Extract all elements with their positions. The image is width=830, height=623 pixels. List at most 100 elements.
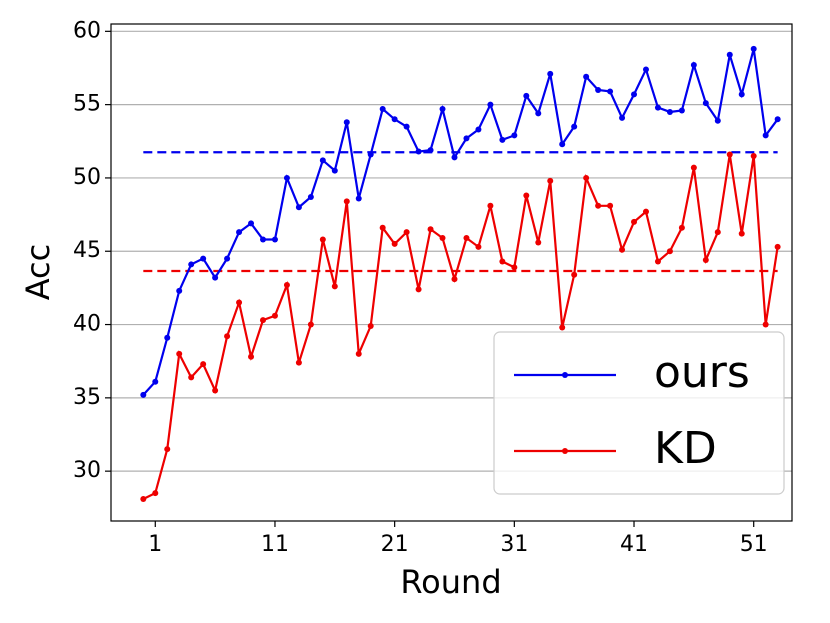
data-point xyxy=(212,274,219,281)
data-point xyxy=(307,321,314,328)
data-point xyxy=(403,123,410,130)
data-point xyxy=(595,202,602,209)
data-point xyxy=(200,255,207,262)
data-point xyxy=(259,317,266,324)
data-point xyxy=(511,132,518,139)
data-point xyxy=(152,490,159,497)
data-point xyxy=(499,258,506,265)
data-point xyxy=(774,243,781,250)
data-point xyxy=(726,51,733,58)
data-point xyxy=(642,66,649,73)
data-point xyxy=(631,91,638,98)
data-point xyxy=(583,73,590,80)
data-point xyxy=(547,70,554,77)
x-tick-label: 41 xyxy=(620,532,648,557)
data-point xyxy=(415,286,422,293)
data-point xyxy=(343,198,350,205)
data-point xyxy=(331,167,338,174)
data-point xyxy=(164,446,171,453)
x-tick-label: 31 xyxy=(500,532,528,557)
y-tick-label: 40 xyxy=(73,312,101,337)
data-point xyxy=(319,157,326,164)
data-point xyxy=(439,106,446,113)
data-point xyxy=(535,110,542,117)
data-point xyxy=(415,148,422,155)
data-point xyxy=(654,258,661,265)
y-tick-label: 50 xyxy=(73,165,101,190)
x-tick-label: 51 xyxy=(740,532,768,557)
data-point xyxy=(403,229,410,236)
data-point xyxy=(738,91,745,98)
legend-label: ours xyxy=(654,347,750,398)
data-point xyxy=(343,119,350,126)
data-point xyxy=(714,117,721,124)
data-point xyxy=(523,92,530,99)
data-point xyxy=(535,239,542,246)
data-point xyxy=(379,224,386,231)
data-point xyxy=(666,108,673,115)
data-point xyxy=(678,107,685,114)
data-point xyxy=(283,174,290,181)
data-point xyxy=(188,261,195,268)
data-point xyxy=(331,283,338,290)
data-point xyxy=(571,123,578,130)
data-point xyxy=(463,135,470,142)
data-point xyxy=(248,220,255,227)
data-point xyxy=(307,193,314,200)
data-point xyxy=(511,264,518,271)
data-point xyxy=(607,88,614,95)
data-point xyxy=(391,240,398,247)
data-point xyxy=(295,204,302,211)
data-point xyxy=(295,359,302,366)
data-point xyxy=(750,45,757,52)
data-point xyxy=(200,361,207,368)
data-point xyxy=(619,114,626,121)
data-point xyxy=(176,350,183,357)
plot-frame xyxy=(110,23,793,522)
data-point xyxy=(595,86,602,93)
y-tick-label: 30 xyxy=(73,458,101,483)
data-point xyxy=(475,126,482,133)
data-point xyxy=(140,391,147,398)
data-point xyxy=(487,202,494,209)
data-point xyxy=(140,496,147,503)
data-point xyxy=(271,312,278,319)
data-point xyxy=(619,246,626,253)
data-point xyxy=(559,141,566,148)
legend-marker xyxy=(562,448,568,454)
data-point xyxy=(283,281,290,288)
y-tick-label: 45 xyxy=(73,238,101,263)
legend-label: KD xyxy=(654,423,717,474)
data-point xyxy=(236,299,243,306)
data-point xyxy=(607,202,614,209)
data-point xyxy=(176,287,183,294)
data-point xyxy=(631,218,638,225)
data-point xyxy=(367,151,374,158)
data-point xyxy=(642,208,649,215)
data-point xyxy=(666,248,673,255)
data-point xyxy=(236,229,243,236)
data-point xyxy=(559,324,566,331)
y-axis-label: Acc xyxy=(19,244,57,301)
data-point xyxy=(391,116,398,123)
x-tick-label: 21 xyxy=(381,532,409,557)
data-point xyxy=(451,154,458,161)
y-tick-label: 55 xyxy=(73,92,101,117)
data-point xyxy=(379,106,386,113)
data-point xyxy=(690,62,697,69)
data-point xyxy=(451,276,458,283)
x-axis-label: Round xyxy=(400,563,501,601)
data-point xyxy=(319,236,326,243)
data-point xyxy=(152,378,159,385)
data-point xyxy=(762,132,769,139)
data-point xyxy=(678,224,685,231)
data-point xyxy=(224,255,231,262)
data-point xyxy=(499,136,506,143)
y-tick-label: 35 xyxy=(73,385,101,410)
data-point xyxy=(224,333,231,340)
data-point xyxy=(212,387,219,394)
x-tick-label: 1 xyxy=(148,532,162,557)
data-point xyxy=(738,230,745,237)
data-point xyxy=(726,151,733,158)
